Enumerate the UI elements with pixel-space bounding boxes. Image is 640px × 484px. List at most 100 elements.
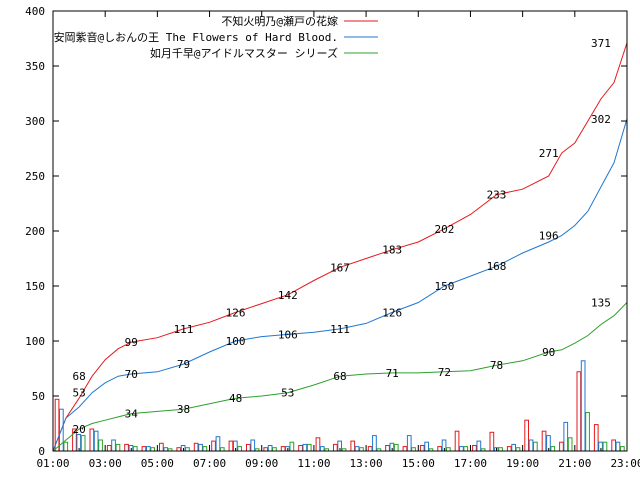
y-tick-label: 250 xyxy=(25,170,45,183)
hist-bar xyxy=(580,360,586,452)
hist-bar xyxy=(367,446,373,452)
hist-bar xyxy=(563,421,569,452)
data-label: 53 xyxy=(72,387,85,400)
hist-bar xyxy=(132,446,138,452)
hist-bar xyxy=(111,439,116,452)
hist-bar xyxy=(98,439,103,452)
hist-bar xyxy=(472,445,477,452)
y-tick-label: 100 xyxy=(25,335,45,348)
data-label: 72 xyxy=(438,366,451,379)
x-tick-label: 05:00 xyxy=(141,457,174,470)
data-label: 135 xyxy=(591,297,611,310)
hist-bar xyxy=(533,441,538,452)
data-label: 48 xyxy=(229,392,242,405)
hist-bar xyxy=(211,440,216,452)
x-tick-label: 11:00 xyxy=(297,457,330,470)
hist-bar xyxy=(141,446,147,452)
hist-bar xyxy=(406,435,412,452)
hist-bar xyxy=(198,443,203,452)
hist-bar xyxy=(463,446,469,452)
hist-bar xyxy=(89,428,95,452)
hist-bar xyxy=(567,437,573,452)
x-tick-label: 23:00 xyxy=(610,457,640,470)
x-tick-label: 17:00 xyxy=(454,457,487,470)
hist-bar xyxy=(193,442,199,452)
x-tick-label: 09:00 xyxy=(245,457,278,470)
data-label: 79 xyxy=(177,358,190,371)
series-line xyxy=(52,42,628,452)
hist-bar xyxy=(115,443,121,452)
hist-bar xyxy=(593,424,599,452)
hist-bar xyxy=(615,441,621,452)
hist-bar xyxy=(454,430,460,452)
data-label: 111 xyxy=(174,323,194,336)
data-label: 68 xyxy=(333,370,346,383)
data-label: 20 xyxy=(72,423,85,436)
y-tick-label: 400 xyxy=(25,5,45,18)
hist-bar xyxy=(246,443,251,452)
hist-bar xyxy=(393,443,399,452)
hist-bar xyxy=(541,430,547,452)
data-label: 38 xyxy=(177,403,190,416)
hist-bar xyxy=(620,446,625,452)
y-tick-label: 200 xyxy=(25,225,45,238)
hist-bar xyxy=(124,443,129,452)
data-label: 168 xyxy=(487,260,507,273)
hist-bar xyxy=(611,439,616,452)
legend-label: 不知火明乃@瀬戸の花嫁 xyxy=(221,14,338,28)
hist-bar xyxy=(524,419,529,452)
x-tick-label: 13:00 xyxy=(350,457,383,470)
data-label: 126 xyxy=(226,306,246,319)
data-label: 100 xyxy=(226,335,246,348)
data-label: 142 xyxy=(278,289,298,302)
hist-bar xyxy=(159,442,164,452)
series-lines xyxy=(52,42,628,452)
data-label: 167 xyxy=(330,261,350,274)
data-label: 302 xyxy=(591,113,611,126)
data-label: 150 xyxy=(434,280,454,293)
hist-bar xyxy=(528,439,534,452)
hist-bar xyxy=(372,435,377,452)
hist-bar xyxy=(202,446,208,452)
hist-bar xyxy=(319,446,325,452)
hist-bar xyxy=(63,441,69,452)
data-label: 202 xyxy=(434,223,454,236)
legend-label: 如月千早@アイドルマスター シリーズ xyxy=(150,46,338,60)
y-tick-label: 350 xyxy=(25,60,45,73)
x-tick-label: 03:00 xyxy=(89,457,122,470)
hist-bar xyxy=(550,446,556,452)
x-tick-label: 19:00 xyxy=(506,457,539,470)
axes: 0 50 100 150 200 250 300 350 400 01:00 03:00 05:00 0… xyxy=(25,5,640,470)
hist-bar xyxy=(306,443,312,452)
hist-bar xyxy=(280,446,286,452)
hist-bar xyxy=(424,441,429,452)
data-label: 68 xyxy=(72,370,85,383)
hist-bar xyxy=(585,412,590,452)
hist-bar xyxy=(350,440,356,452)
data-label: 90 xyxy=(542,346,555,359)
y-tick-label: 50 xyxy=(32,390,45,403)
data-label: 126 xyxy=(382,306,402,319)
hist-bar xyxy=(459,446,464,452)
hist-bar xyxy=(576,371,582,452)
hist-bar xyxy=(489,431,495,452)
data-label: 99 xyxy=(125,336,138,349)
data-label: 53 xyxy=(281,387,294,400)
hist-bar xyxy=(228,440,234,452)
data-label: 196 xyxy=(539,229,559,242)
hist-bar xyxy=(289,441,295,452)
hist-bar xyxy=(385,445,390,452)
hist-bar xyxy=(315,437,321,452)
hist-bar xyxy=(267,445,273,452)
data-label: 71 xyxy=(386,367,399,380)
hist-bar xyxy=(511,443,516,452)
hist-bar xyxy=(215,436,221,452)
x-tick-label: 07:00 xyxy=(193,457,226,470)
hist-bar xyxy=(106,445,112,452)
hist-bar xyxy=(146,446,151,452)
hist-bar xyxy=(80,435,86,452)
data-label: 233 xyxy=(487,189,507,202)
x-tick-label: 15:00 xyxy=(402,457,435,470)
data-label: 271 xyxy=(539,147,559,160)
